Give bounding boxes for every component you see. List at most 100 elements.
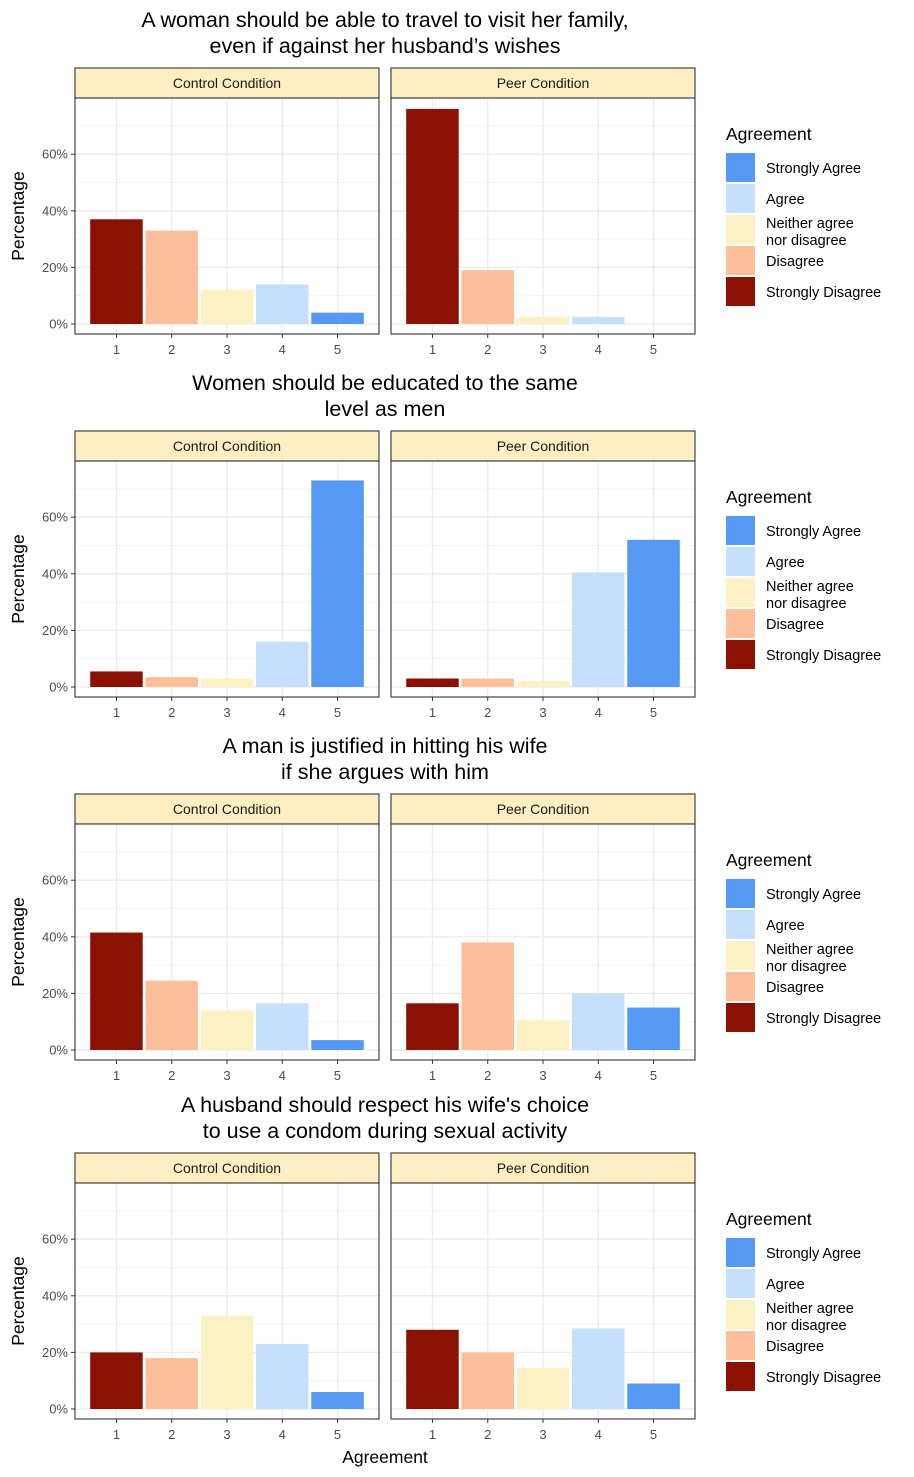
x-tick-label: 5 [334,1068,341,1083]
facet-panel-control: Control Condition 1 2 3 4 5 [74,430,380,720]
legend: Agreement Strongly Agree Agree Neither agre… [726,487,881,669]
x-tick-label: 5 [334,342,341,357]
legend-label-line: Neither agree [766,942,854,958]
legend-label: Strongly Agree [766,161,861,177]
y-tick-label: 60% [42,510,68,525]
chart-row-4: A husband should respect his wife's choi… [8,1093,881,1467]
legend-label-line: Neither agree [766,1301,854,1317]
legend-label: Strongly Disagree [766,648,881,664]
legend-label-line: Neither agree [766,579,854,595]
legend-label: Neither agree nor disagree [766,216,854,249]
x-tick-label: 1 [429,1427,436,1442]
legend-key [726,277,755,306]
bar [256,1343,309,1409]
bar [90,671,143,687]
facet-strip [390,793,696,825]
chart-title-line: Women should be educated to the same [192,371,578,395]
x-tick-label: 3 [223,1068,230,1083]
y-tick-label: 20% [42,1345,68,1360]
bar [256,641,309,687]
bar [406,108,459,324]
facet-strip-label: Control Condition [173,438,281,454]
facet-strip-label: Control Condition [173,75,281,91]
y-tick-label: 40% [42,929,68,944]
bar [311,312,364,324]
facet-panel-control: Control Condition 1 2 3 4 5 [74,1152,380,1442]
x-tick-label: 4 [595,1427,602,1442]
x-tick-label: 1 [113,1427,120,1442]
bar [145,1358,198,1409]
facet-panel-peer: Peer Condition 1 2 3 4 5 [390,793,696,1083]
chart-title-line: A man is justified in hitting his wife [222,734,547,758]
legend-label-line: Strongly Agree [766,161,861,177]
bar [516,681,570,687]
bar [516,316,570,324]
bar [145,230,198,324]
facet-strip-label: Peer Condition [497,801,590,817]
x-tick-label: 4 [279,705,286,720]
x-axis-title: Agreement [342,1447,428,1467]
chart-title-line: A woman should be able to travel to visi… [141,8,628,32]
legend-label: Neither agree nor disagree [766,942,854,975]
legend-label: Strongly Disagree [766,1011,881,1027]
y-tick-label: 40% [42,566,68,581]
legend-label: Disagree [766,1339,824,1355]
x-tick-label: 3 [539,342,546,357]
facet-strip-label: Control Condition [173,801,281,817]
x-tick-label: 4 [279,1068,286,1083]
legend-title: Agreement [726,850,812,870]
x-tick-label: 4 [595,1068,602,1083]
x-tick-label: 2 [484,1427,491,1442]
facet-strip [390,67,696,99]
legend-label-line: Disagree [766,254,824,270]
chart-title-line: A husband should respect his wife's choi… [181,1093,589,1117]
legend-label: Strongly Agree [766,887,861,903]
legend-key [726,516,755,545]
chart-row-3: A man is justified in hitting his wife if… [8,734,881,1083]
bar [406,1003,459,1050]
legend-key [726,184,755,213]
legend-key [726,1238,755,1267]
legend-label-line: Agree [766,918,805,934]
x-tick-label: 5 [650,705,657,720]
legend-label: Neither agree nor disagree [766,579,854,612]
bar [461,1352,514,1409]
legend-label-line: Strongly Disagree [766,648,881,664]
legend-label-line: nor disagree [766,596,847,612]
bar [461,270,514,324]
chart-title: A man is justified in hitting his wife if… [222,734,547,784]
x-tick-label: 3 [539,1427,546,1442]
facet-strip-label: Peer Condition [497,438,590,454]
bar [572,316,625,324]
legend-label: Agree [766,192,805,208]
legend-title: Agreement [726,1209,812,1229]
legend-label-line: Disagree [766,1339,824,1355]
legend-label: Disagree [766,254,824,270]
legend-key [726,910,755,939]
bar [145,677,198,687]
legend-label-line: Strongly Agree [766,524,861,540]
legend-label: Strongly Agree [766,524,861,540]
chart-title-line: to use a condom during sexual activity [203,1119,568,1143]
legend-label-line: nor disagree [766,233,847,249]
legend-key [726,640,755,669]
x-tick-label: 3 [223,1427,230,1442]
bar [627,1007,680,1050]
x-tick-label: 1 [429,342,436,357]
legend-key [726,972,755,1001]
bar [200,1010,254,1050]
y-tick-label: 0% [49,680,68,695]
bar [572,1328,625,1409]
y-tick-label: 40% [42,203,68,218]
facet-strip [74,430,380,462]
legend-key [726,1362,755,1391]
y-tick-label: 60% [42,1232,68,1247]
legend-label-line: Agree [766,192,805,208]
legend-key [726,609,755,638]
bar [311,1040,364,1050]
bar [145,980,198,1050]
x-tick-label: 4 [595,705,602,720]
x-tick-label: 4 [595,342,602,357]
x-tick-label: 2 [168,342,175,357]
bar [200,678,254,687]
